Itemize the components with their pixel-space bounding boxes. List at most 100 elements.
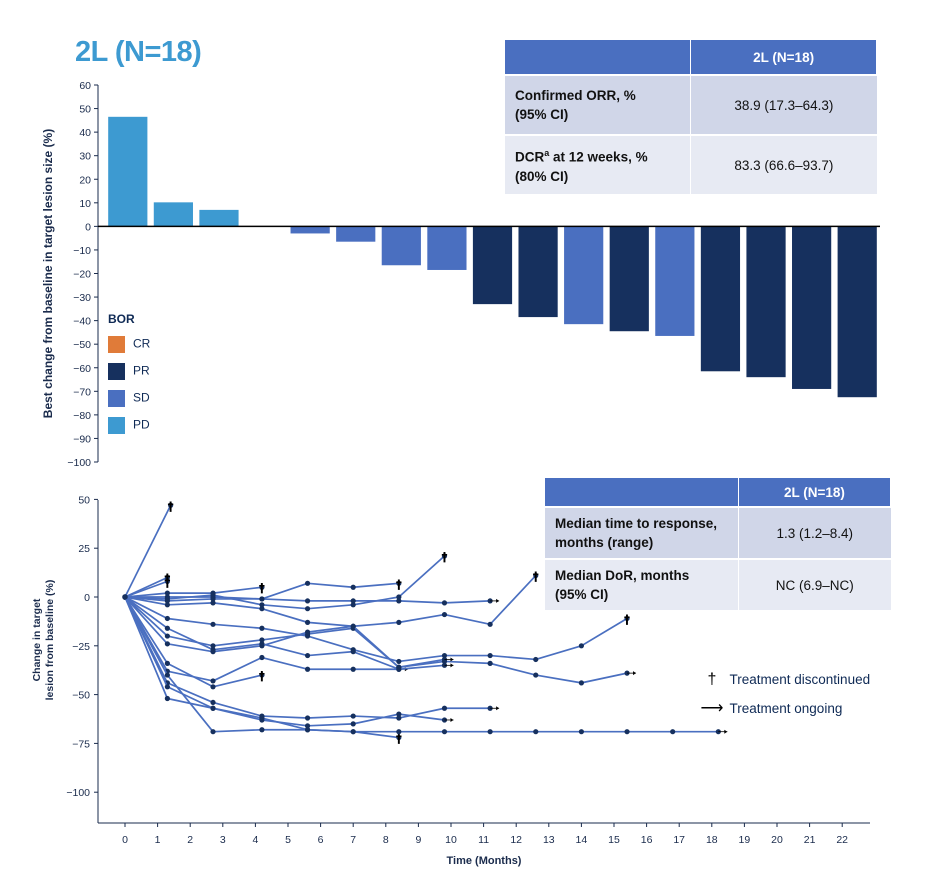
patient-line [124, 596, 445, 727]
data-point [487, 729, 493, 735]
data-point [259, 643, 265, 649]
x-tick-label: 3 [220, 834, 226, 846]
top-results-table: 2L (N=18) Confirmed ORR, % (95% CI) 38.9… [505, 40, 877, 194]
data-point [259, 672, 265, 678]
data-point [533, 672, 539, 678]
x-tick-label: 19 [739, 834, 751, 846]
x-tick-label: 0 [122, 834, 128, 846]
data-point [210, 649, 216, 655]
data-point [164, 672, 170, 678]
data-point [304, 666, 311, 672]
y-tick-label: −50 [73, 339, 91, 351]
x-tick-label: 4 [252, 834, 258, 846]
data-point [670, 729, 676, 735]
bottom-results-table: 2L (N=18) Median time to response, month… [545, 478, 892, 610]
data-point [164, 695, 170, 702]
arrow-marker-head [450, 657, 454, 662]
data-point [396, 580, 402, 586]
data-point [350, 623, 356, 629]
data-point [164, 660, 170, 666]
patient-line [124, 555, 446, 610]
x-tick-label: 10 [445, 834, 457, 846]
data-point [304, 606, 311, 612]
waterfall-bar [336, 226, 376, 242]
data-point [441, 600, 448, 606]
table-header-row: 2L (N=18) [505, 40, 877, 75]
legend-item-pd: PD [108, 417, 150, 434]
row-value-dor: NC (6.9–NC) [737, 558, 891, 610]
x-tick-label: 7 [350, 834, 356, 846]
data-point [350, 598, 356, 604]
data-point [396, 619, 402, 625]
y-tick-label: −10 [73, 245, 91, 257]
x-tick-label: 14 [576, 834, 588, 846]
table-row: Median time to response, months (range) … [545, 506, 891, 559]
waterfall-bar [472, 226, 513, 305]
patient-line [124, 596, 719, 733]
legend-swatch [108, 336, 125, 353]
x-tick-label: 17 [673, 834, 685, 846]
y-axis-title-line: Change in target [31, 598, 43, 681]
arrow-marker-head [724, 729, 728, 734]
dagger-marker: † [259, 581, 265, 595]
waterfall-bar [792, 226, 832, 389]
dagger-marker: † [396, 577, 402, 591]
x-tick-label: 9 [415, 834, 421, 846]
table-header-row: 2L (N=18) [545, 478, 892, 507]
y-tick-label: −70 [73, 386, 91, 398]
y-tick-label: 50 [78, 494, 90, 506]
x-tick-label: 16 [641, 834, 653, 846]
data-point [259, 596, 265, 602]
data-point [396, 711, 402, 717]
data-point [164, 578, 170, 584]
data-point [578, 680, 585, 686]
dagger-marker: † [164, 571, 170, 585]
data-point [396, 715, 402, 721]
data-point [304, 629, 311, 635]
row-label-orr: Confirmed ORR, % (95% CI) [505, 74, 691, 135]
data-point [259, 715, 265, 721]
data-point [210, 621, 216, 627]
data-point [259, 606, 265, 612]
waterfall-bar [108, 116, 148, 227]
y-axis-title: Change in targetlesion from baseline (%) [31, 580, 56, 701]
data-point [396, 598, 402, 604]
dagger-marker: † [164, 575, 170, 589]
waterfall-bar [381, 226, 421, 266]
bor-legend-title: BOR [108, 312, 135, 326]
x-tick-label: 2 [187, 834, 193, 846]
table-row: Confirmed ORR, % (95% CI) 38.9 (17.3–64.… [505, 74, 877, 135]
panel-title: 2L (N=18) [75, 36, 202, 68]
data-point [210, 596, 216, 602]
data-point [396, 594, 402, 600]
legend-item-cr: CR [108, 336, 150, 353]
data-point [210, 678, 216, 684]
data-point [259, 637, 265, 643]
data-point [350, 666, 356, 672]
waterfall-bar [518, 226, 558, 318]
x-tick-label: 6 [318, 834, 324, 846]
data-point [487, 621, 493, 627]
y-tick-label: −50 [72, 690, 90, 702]
patient-line [124, 504, 172, 598]
patient-line [124, 596, 445, 682]
data-point [168, 502, 174, 508]
data-point [164, 633, 170, 639]
data-point [396, 658, 402, 665]
data-point [210, 600, 216, 606]
patient-line [124, 596, 445, 669]
legend-ongoing: ⟶ Treatment ongoing [698, 698, 843, 718]
waterfall-bar [746, 226, 786, 378]
data-point [122, 594, 128, 600]
waterfall-bar [427, 226, 467, 270]
y-tick-label: 20 [79, 174, 91, 186]
data-point [304, 715, 311, 721]
dagger-icon: † [707, 671, 717, 688]
data-point [487, 652, 493, 659]
y-tick-label: 10 [79, 198, 91, 210]
y-tick-label: 25 [78, 543, 90, 555]
arrow-marker-head [633, 671, 637, 676]
data-point [533, 729, 539, 735]
